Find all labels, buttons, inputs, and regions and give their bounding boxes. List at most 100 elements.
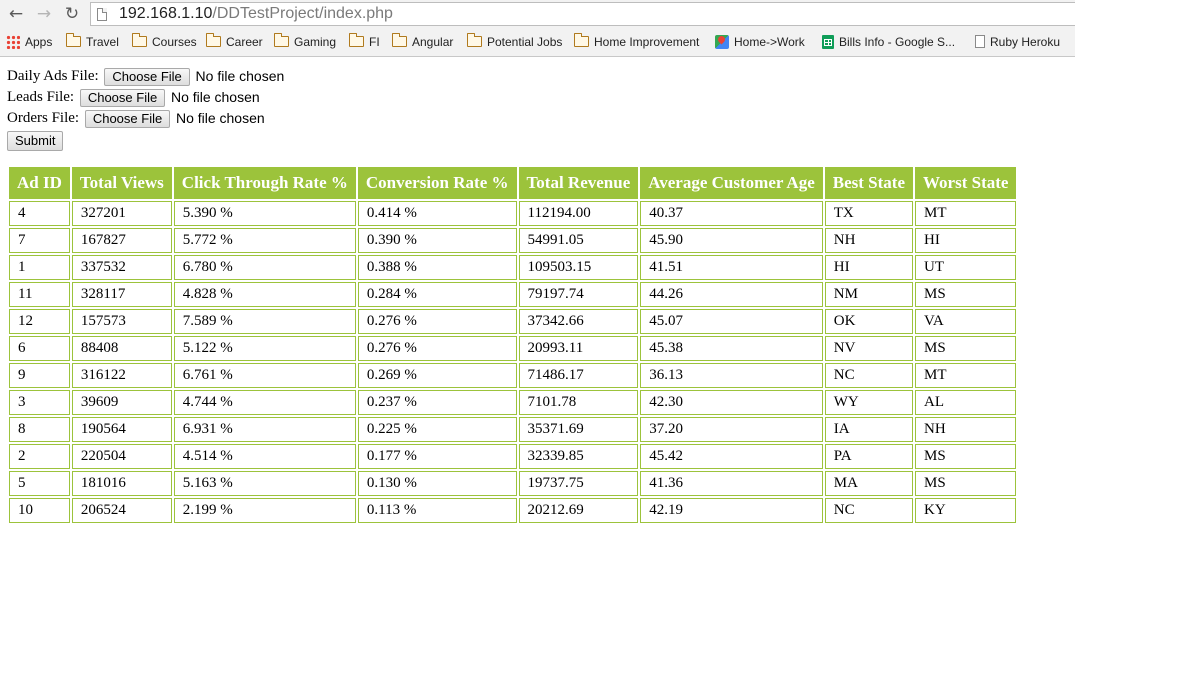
bookmark-label: Apps (25, 35, 53, 49)
cell-total-views: 327201 (71, 201, 172, 226)
table-row: 7 167827 5.772 % 0.390 % 54991.05 45.90 NH HI (9, 228, 1017, 253)
cell-ad-id: 11 (9, 282, 70, 307)
browser-chrome: ← → ↻ 192.168.1.10/DDTestProject/index.p… (0, 0, 1075, 57)
table-row: 11 328117 4.828 % 0.284 % 79197.74 44.26 NM MS (9, 282, 1017, 307)
cell-total-views: 181016 (71, 471, 172, 496)
table-row: 6 88408 5.122 % 0.276 % 20993.11 45.38 NV MS (9, 336, 1017, 361)
daily-ads-file-status: No file chosen (195, 68, 285, 85)
leads-file-label: Leads File: (7, 89, 75, 105)
cell-conversion-rate: 0.113 % (357, 498, 517, 523)
bookmark-home-improvement[interactable]: Home Improvement (574, 33, 699, 51)
bookmark-gaming[interactable]: Gaming (274, 33, 336, 51)
leads-choose-file-button[interactable]: Choose File (79, 88, 166, 107)
cell-total-views: 157573 (71, 309, 172, 334)
submit-button[interactable]: Submit (7, 130, 64, 151)
cell-total-revenue: 20993.11 (518, 336, 639, 361)
cell-ad-id: 9 (9, 363, 70, 388)
bookmarks-bar: Apps Travel Courses Career Gaming FI Ang… (0, 30, 1075, 54)
table-row: 10 206524 2.199 % 0.113 % 20212.69 42.19 NC KY (9, 498, 1017, 523)
reload-icon[interactable]: ↻ (64, 4, 80, 24)
table-row: 2 220504 4.514 % 0.177 % 32339.85 45.42 PA MS (9, 444, 1017, 469)
bookmark-angular[interactable]: Angular (392, 33, 453, 51)
bookmark-label: Home->Work (734, 35, 805, 49)
orders-file-status: No file chosen (175, 110, 265, 127)
daily-ads-choose-file-button[interactable]: Choose File (104, 67, 190, 86)
cell-total-views: 316122 (71, 363, 172, 388)
bookmark-bills-info[interactable]: Bills Info - Google S... (822, 33, 955, 51)
back-arrow-icon[interactable]: ← (8, 4, 24, 24)
cell-click-through-rate: 6.761 % (173, 363, 356, 388)
cell-total-views: 39609 (71, 390, 172, 415)
column-header-worst-state: Worst State (914, 167, 1017, 199)
apps-grid-icon (6, 34, 20, 49)
bookmark-label: Bills Info - Google S... (839, 35, 956, 49)
bookmark-ruby-heroku[interactable]: Ruby Heroku (975, 33, 1060, 51)
bookmark-label: FI (369, 35, 380, 49)
cell-worst-state: MS (914, 444, 1017, 469)
google-maps-icon (715, 34, 729, 49)
cell-best-state: OK (824, 309, 913, 334)
cell-click-through-rate: 4.514 % (173, 444, 356, 469)
cell-conversion-rate: 0.225 % (357, 417, 517, 442)
url-path: /DDTestProject/index.php (212, 5, 393, 22)
cell-ad-id: 7 (9, 228, 70, 253)
column-header-conversion-rate: Conversion Rate % (357, 167, 517, 199)
bookmark-fi[interactable]: FI (349, 33, 380, 51)
cell-conversion-rate: 0.269 % (357, 363, 517, 388)
cell-best-state: NM (824, 282, 913, 307)
orders-choose-file-button[interactable]: Choose File (84, 109, 171, 128)
bookmark-home-work[interactable]: Home->Work (715, 33, 805, 51)
cell-click-through-rate: 5.390 % (173, 201, 356, 226)
cell-average-customer-age: 42.19 (640, 498, 823, 523)
table-row: 9 316122 6.761 % 0.269 % 71486.17 36.13 NC MT (9, 363, 1017, 388)
cell-conversion-rate: 0.390 % (357, 228, 517, 253)
cell-conversion-rate: 0.284 % (357, 282, 517, 307)
bookmark-label: Angular (412, 35, 454, 49)
cell-ad-id: 4 (9, 201, 70, 226)
cell-worst-state: KY (914, 498, 1017, 523)
folder-icon (206, 33, 221, 48)
cell-total-views: 328117 (71, 282, 172, 307)
cell-best-state: MA (824, 471, 913, 496)
cell-conversion-rate: 0.237 % (357, 390, 517, 415)
cell-click-through-rate: 5.122 % (173, 336, 356, 361)
cell-best-state: HI (824, 255, 913, 280)
cell-total-revenue: 54991.05 (518, 228, 639, 253)
cell-click-through-rate: 7.589 % (173, 309, 356, 334)
bookmark-apps[interactable]: Apps (6, 33, 52, 51)
cell-best-state: IA (824, 417, 913, 442)
cell-click-through-rate: 5.163 % (173, 471, 356, 496)
table-body: 4 327201 5.390 % 0.414 % 112194.00 40.37 TX MT 7… (9, 201, 1017, 523)
cell-ad-id: 3 (9, 390, 70, 415)
cell-worst-state: MS (914, 282, 1017, 307)
bookmark-courses[interactable]: Courses (132, 33, 197, 51)
daily-ads-file-row: Daily Ads File: Choose File No file chos… (7, 66, 284, 87)
table-header-row: Ad ID Total Views Click Through Rate % Conv… (9, 167, 1017, 199)
cell-worst-state: HI (914, 228, 1017, 253)
cell-average-customer-age: 40.37 (640, 201, 823, 226)
bookmark-potential-jobs[interactable]: Potential Jobs (467, 33, 562, 51)
column-header-average-customer-age: Average Customer Age (640, 167, 823, 199)
page-icon (97, 8, 107, 21)
submit-row: Submit (7, 130, 284, 151)
browser-toolbar: ← → ↻ 192.168.1.10/DDTestProject/index.p… (0, 0, 1075, 29)
cell-average-customer-age: 44.26 (640, 282, 823, 307)
bookmark-travel[interactable]: Travel (66, 33, 119, 51)
address-bar[interactable]: 192.168.1.10/DDTestProject/index.php (90, 2, 1075, 26)
cell-total-views: 220504 (71, 444, 172, 469)
forward-arrow-icon[interactable]: → (36, 4, 52, 24)
cell-total-views: 88408 (71, 336, 172, 361)
cell-average-customer-age: 42.30 (640, 390, 823, 415)
cell-total-revenue: 37342.66 (518, 309, 639, 334)
cell-ad-id: 5 (9, 471, 70, 496)
folder-icon (467, 33, 482, 48)
bookmark-career[interactable]: Career (206, 33, 263, 51)
cell-best-state: NC (824, 363, 913, 388)
cell-worst-state: MS (914, 336, 1017, 361)
cell-average-customer-age: 41.51 (640, 255, 823, 280)
cell-total-revenue: 109503.15 (518, 255, 639, 280)
daily-ads-file-label: Daily Ads File: (7, 68, 99, 84)
column-header-total-views: Total Views (71, 167, 172, 199)
cell-best-state: NC (824, 498, 913, 523)
cell-click-through-rate: 2.199 % (173, 498, 356, 523)
